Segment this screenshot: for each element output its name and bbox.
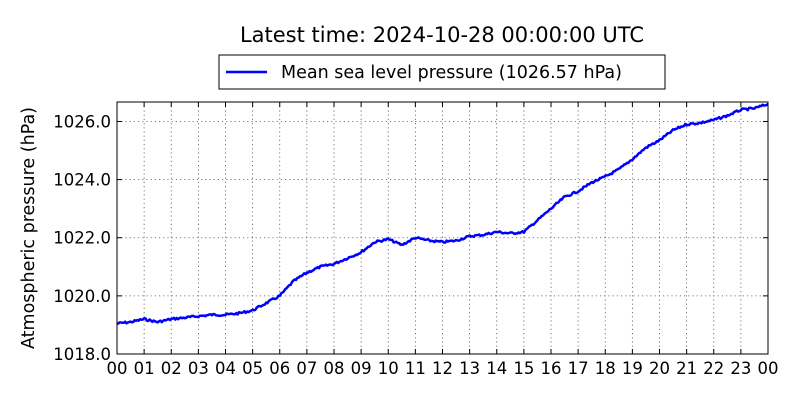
x-tick-label: 20 [649, 359, 670, 378]
x-tick-label: 11 [405, 359, 426, 378]
x-tick-label: 03 [188, 359, 209, 378]
x-tick-label: 16 [541, 359, 562, 378]
axis-ticks [116, 102, 769, 355]
x-tick-label: 12 [432, 359, 453, 378]
x-tick-label: 00 [107, 359, 128, 378]
x-tick-label: 21 [676, 359, 697, 378]
x-tick-label: 05 [242, 359, 263, 378]
y-tick-label: 1026.0 [53, 112, 111, 131]
x-tick-label: 18 [595, 359, 616, 378]
y-axis-label: Atmospheric pressure (hPa) [19, 107, 39, 349]
legend-box [218, 54, 666, 90]
x-tick-label: 15 [513, 359, 534, 378]
x-tick-label: 07 [296, 359, 317, 378]
y-tick-label: 1024.0 [53, 171, 111, 190]
x-tick-label: 01 [134, 359, 155, 378]
x-tick-label: 23 [730, 359, 751, 378]
y-tick-label: 1020.0 [53, 287, 111, 306]
x-tick-label: 02 [161, 359, 182, 378]
x-tick-label: 09 [351, 359, 372, 378]
series-layer [117, 102, 769, 325]
y-tick-label: 1022.0 [53, 229, 111, 248]
y-tick-labels: 1018.0 1020.0 1022.0 1024.0 1026.0 [53, 112, 111, 364]
x-tick-label: 04 [215, 359, 236, 378]
plot-frame [116, 101, 769, 355]
x-tick-label: 06 [269, 359, 290, 378]
x-tick-label: 13 [459, 359, 480, 378]
x-tick-label: 22 [703, 359, 724, 378]
y-tick-label: 1018.0 [53, 345, 111, 364]
x-tick-label: 19 [622, 359, 643, 378]
x-tick-label: 14 [486, 359, 507, 378]
legend: Mean sea level pressure (1026.57 hPa) [218, 54, 666, 90]
x-tick-label: 00 [758, 359, 779, 378]
grid-lines [117, 102, 768, 354]
x-tick-label: 08 [324, 359, 345, 378]
x-tick-labels: 00 01 02 03 04 05 06 07 08 09 10 11 12 13 14 15 16 17 18 19… [107, 359, 779, 378]
x-tick-label: 17 [568, 359, 589, 378]
x-tick-label: 10 [378, 359, 399, 378]
chart-title: Latest time: 2024-10-28 00:00:00 UTC [240, 23, 644, 47]
legend-entry-label: Mean sea level pressure (1026.57 hPa) [281, 63, 622, 83]
series-line-mean-sea-level-pressure [117, 102, 769, 325]
